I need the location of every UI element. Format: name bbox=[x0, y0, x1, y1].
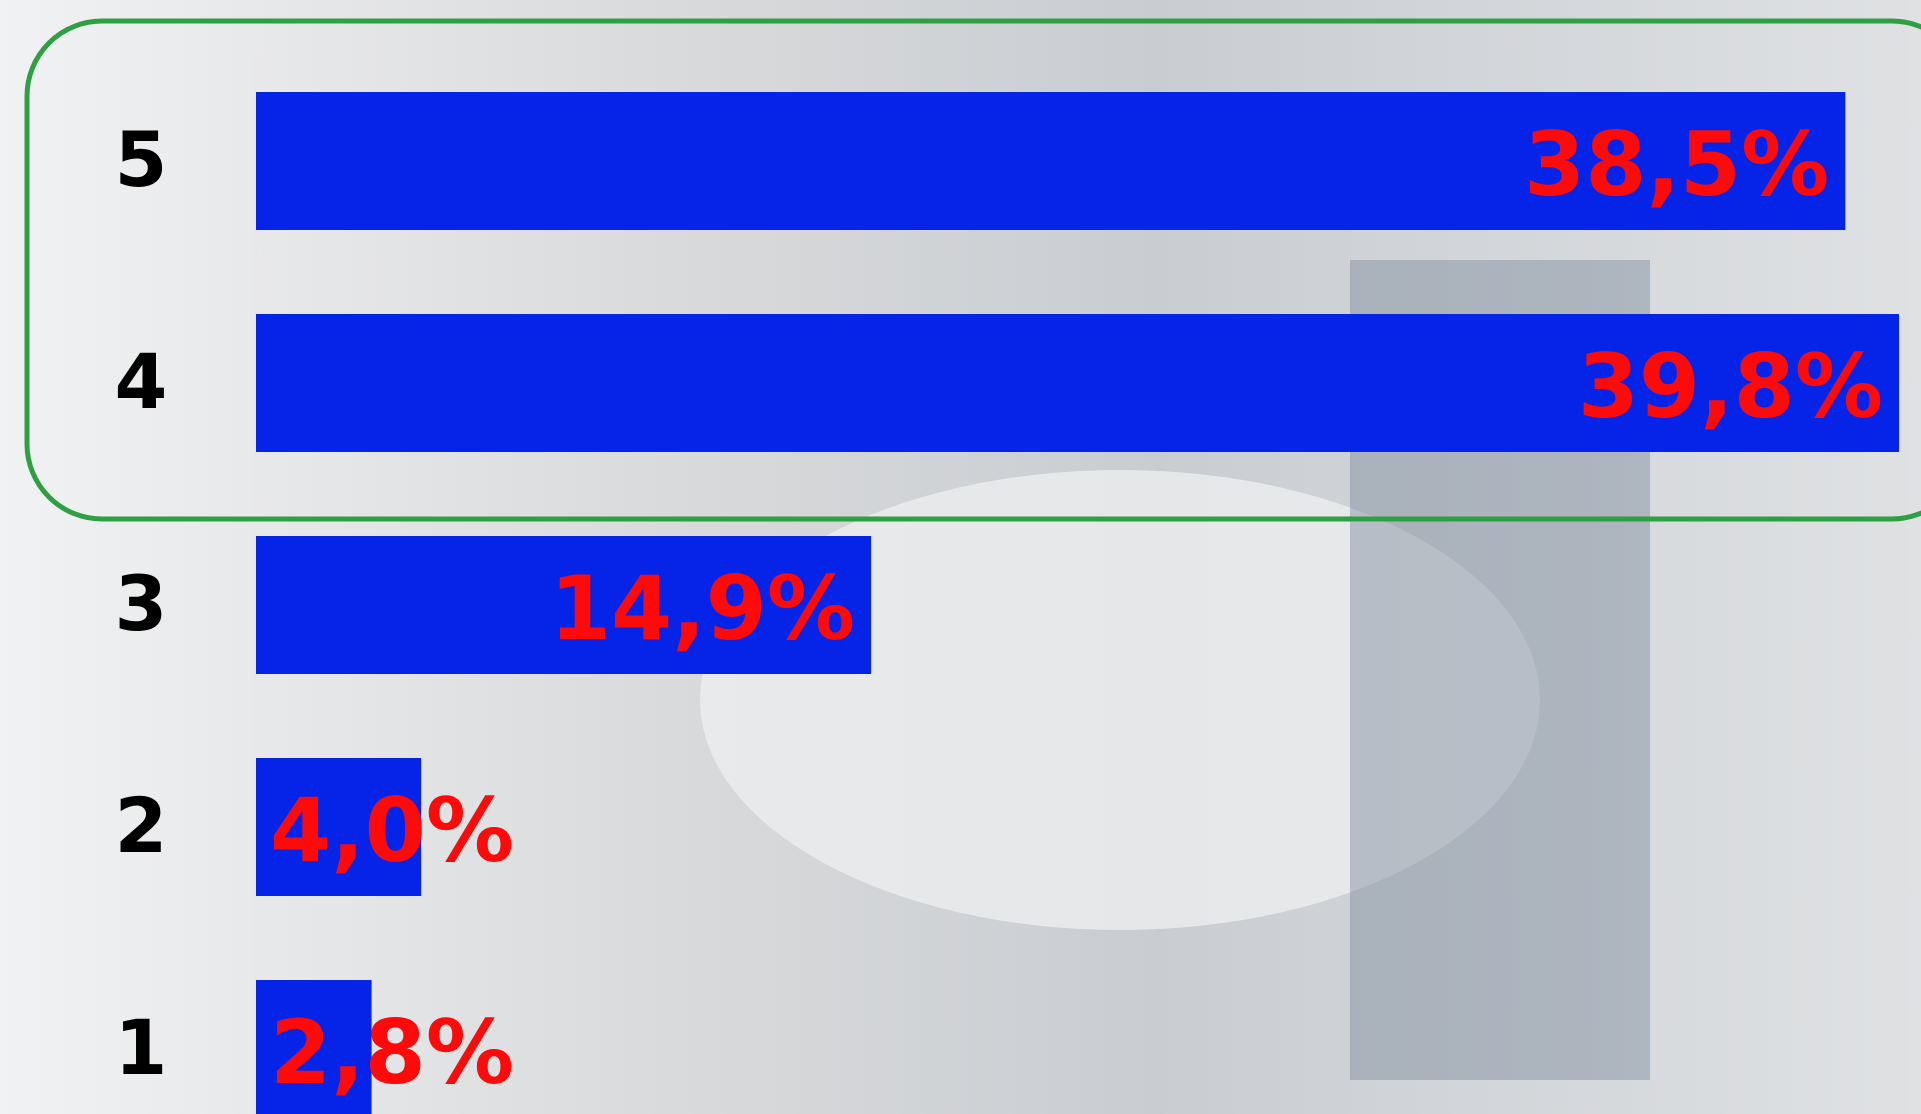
bar bbox=[256, 758, 422, 896]
bar bbox=[256, 314, 1899, 452]
value-label: 14,9% bbox=[550, 557, 855, 660]
category-label: 4 bbox=[115, 337, 168, 426]
background-shape bbox=[700, 470, 1540, 930]
category-label: 3 bbox=[115, 559, 168, 648]
value-label: 2,8% bbox=[270, 1001, 514, 1104]
bar bbox=[256, 536, 872, 674]
value-label: 38,5% bbox=[1524, 113, 1829, 216]
highlight-frame bbox=[24, 18, 1921, 522]
bar bbox=[256, 980, 372, 1114]
bar bbox=[256, 92, 1846, 230]
category-label: 1 bbox=[115, 1003, 168, 1092]
value-label: 39,8% bbox=[1578, 335, 1883, 438]
category-label: 2 bbox=[115, 781, 168, 870]
category-label: 5 bbox=[115, 115, 168, 204]
value-label: 4,0% bbox=[270, 779, 514, 882]
